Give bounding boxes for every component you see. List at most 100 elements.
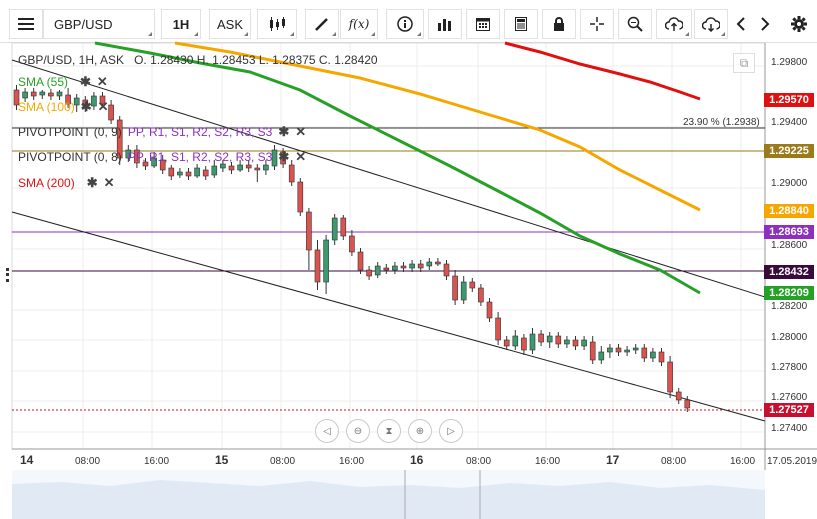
- time-tick: 16:00: [535, 456, 561, 467]
- bars-button[interactable]: [428, 9, 462, 39]
- info-icon: [397, 16, 413, 32]
- candle-body: [48, 92, 54, 97]
- prev-icon: [736, 17, 745, 31]
- candle-body: [478, 287, 484, 303]
- candle-body: [521, 337, 527, 351]
- drag-handle[interactable]: [6, 268, 9, 282]
- close-icon[interactable]: ✕: [295, 124, 307, 139]
- candle-body: [624, 349, 630, 353]
- candle-body: [202, 169, 209, 177]
- menu-button[interactable]: [9, 9, 43, 39]
- gear-icon[interactable]: ✱: [80, 99, 92, 114]
- chart-type-button[interactable]: [257, 9, 297, 39]
- candle-body: [589, 341, 596, 361]
- price-tag-pivot-r: 1.29225: [764, 144, 814, 158]
- price-tag-sma-100: 1.28840: [764, 204, 814, 218]
- candle-body: [581, 339, 587, 347]
- candle-body: [512, 335, 519, 347]
- symbol-info: GBP/USD, 1H, ASK: [18, 53, 125, 67]
- expand-button[interactable]: ⧉: [733, 53, 755, 73]
- candle-body: [306, 211, 312, 251]
- settings-button[interactable]: [786, 9, 812, 39]
- time-tick: 08:00: [466, 456, 492, 467]
- download-button[interactable]: [694, 9, 728, 39]
- candle-body: [39, 91, 46, 96]
- candle-body: [417, 263, 424, 269]
- legend-extra: PP, R1, S1, R2, S2, R3, S3: [127, 150, 273, 164]
- close-icon[interactable]: ✕: [295, 149, 307, 164]
- candle-body: [538, 333, 544, 343]
- candles-icon: [270, 17, 285, 31]
- candle-body: [22, 91, 28, 99]
- info-button[interactable]: [386, 9, 424, 39]
- candle-body: [503, 339, 510, 347]
- candle-body: [323, 239, 329, 283]
- candle-body: [529, 333, 536, 351]
- close-icon[interactable]: ✕: [97, 99, 109, 114]
- candle-body: [349, 235, 355, 253]
- news-button[interactable]: [504, 9, 538, 39]
- candle-body: [615, 347, 622, 353]
- legend-sma-100[interactable]: SMA (100) ✱ ✕: [18, 99, 109, 115]
- time-tick: 08:00: [270, 456, 296, 467]
- price-tick: 1.27800: [771, 362, 808, 373]
- candle-body: [607, 347, 613, 353]
- gear-icon[interactable]: ✱: [86, 175, 98, 190]
- ohlc-values: O. 1.28430 H. 1.28453 L. 1.28375 C. 1.28…: [134, 53, 378, 67]
- scroll-right-button[interactable]: ▷: [439, 419, 463, 443]
- menu-icon: [18, 18, 34, 30]
- candle-body: [460, 281, 467, 301]
- crosshair-button[interactable]: [580, 9, 614, 39]
- zoom-in-button[interactable]: ⊕: [408, 419, 432, 443]
- legend-pivot-9[interactable]: PIVOTPOINT (0, 9) PP, R1, S1, R2, S2, R3…: [18, 124, 306, 140]
- candle-body: [392, 265, 398, 271]
- lock-button[interactable]: [542, 9, 576, 39]
- timeframe-selector[interactable]: 1H: [161, 9, 201, 39]
- price-tick: 1.28200: [771, 301, 808, 312]
- candle-body: [168, 167, 175, 177]
- grid: [12, 43, 765, 449]
- candle-body: [185, 171, 192, 177]
- candle-body: [486, 301, 493, 319]
- upload-button[interactable]: [656, 9, 692, 39]
- close-icon[interactable]: ✕: [96, 74, 108, 89]
- prev-button[interactable]: [730, 9, 752, 39]
- scroll-left-button[interactable]: ◁: [315, 419, 339, 443]
- legend-sma-200[interactable]: SMA (200) ✱ ✕: [18, 175, 115, 191]
- price-side-selector[interactable]: ASK: [209, 9, 251, 39]
- draw-button[interactable]: [305, 9, 339, 39]
- indicators-button[interactable]: f(x): [340, 9, 378, 39]
- close-icon[interactable]: ✕: [103, 175, 115, 190]
- legend-extra: PP, R1, S1, R2, S2, R3, S3: [127, 125, 273, 139]
- calendar-icon: [476, 18, 490, 31]
- gear-icon[interactable]: ✱: [80, 74, 91, 89]
- reset-button[interactable]: ⧗: [377, 419, 401, 443]
- time-tick: 08:00: [661, 456, 687, 467]
- candle-body: [443, 263, 450, 277]
- candle-body: [426, 261, 433, 267]
- candle-body: [314, 249, 321, 283]
- candle-body: [658, 351, 665, 363]
- symbol-selector[interactable]: GBP/USD: [43, 9, 155, 39]
- time-tick: 15: [215, 453, 229, 467]
- calendar-button[interactable]: [466, 9, 500, 39]
- candle-body: [263, 164, 269, 171]
- download-icon: [702, 17, 720, 32]
- candle-body: [650, 351, 656, 359]
- candle-body: [237, 164, 243, 171]
- legend-sma-55[interactable]: SMA (55) ✱ ✕: [18, 74, 108, 90]
- zoom-out-button[interactable]: ⊖: [346, 419, 370, 443]
- legend-pivot-8[interactable]: PIVOTPOINT (0, 8) PP, R1, S1, R2, S2, R3…: [18, 149, 306, 165]
- gear-icon[interactable]: ✱: [278, 149, 290, 164]
- legend-label: SMA (100): [18, 100, 75, 114]
- zoom-button[interactable]: [618, 9, 652, 39]
- candle-body: [667, 361, 673, 393]
- gear-icon[interactable]: ✱: [278, 124, 290, 139]
- sma-55-line: [94, 41, 701, 295]
- plot-frame: [11, 42, 766, 450]
- next-button[interactable]: [754, 9, 776, 39]
- candle-body: [641, 347, 648, 359]
- candle-body: [452, 275, 458, 301]
